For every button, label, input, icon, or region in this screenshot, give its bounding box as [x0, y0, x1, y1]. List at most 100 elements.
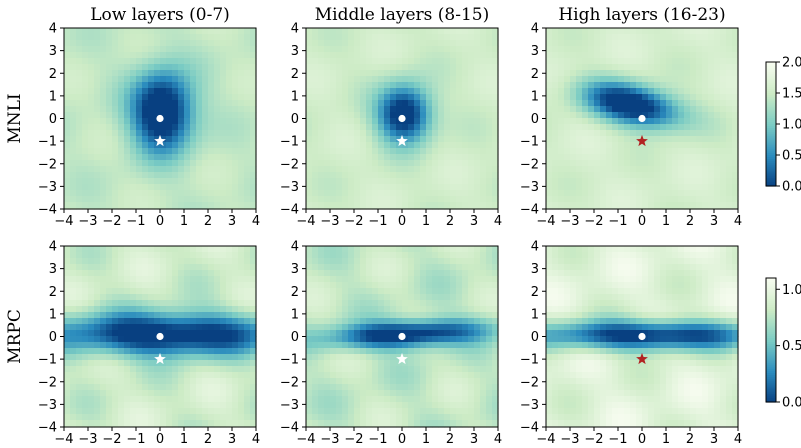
heatmap-cell [570, 202, 577, 209]
heatmap-cell [348, 70, 355, 77]
heatmap-cell [124, 124, 131, 131]
heatmap-cell [396, 282, 403, 289]
heatmap-cell [570, 196, 577, 203]
heatmap-cell [480, 360, 487, 367]
heatmap-cell [208, 34, 215, 41]
heatmap-cell [486, 82, 493, 89]
heatmap-cell [468, 276, 475, 283]
heatmap-cell [564, 148, 571, 155]
heatmap-cell [438, 342, 445, 349]
heatmap-cell [588, 124, 595, 131]
heatmap-cell [312, 366, 319, 373]
heatmap-cell [462, 76, 469, 83]
heatmap-cell [552, 70, 559, 77]
heatmap-cell [88, 258, 95, 265]
heatmap-cell [690, 100, 697, 107]
heatmap-cell [696, 112, 703, 119]
heatmap-cell [100, 124, 107, 131]
heatmap-cell [408, 246, 415, 253]
heatmap-cell [220, 178, 227, 185]
heatmap-cell [462, 34, 469, 41]
heatmap-cell [196, 246, 203, 253]
heatmap-cell [438, 124, 445, 131]
heatmap-cell [348, 288, 355, 295]
heatmap-cell [558, 154, 565, 161]
heatmap-cell [226, 88, 233, 95]
heatmap-cell [172, 82, 179, 89]
heatmap-cell [438, 264, 445, 271]
heatmap-cell [378, 58, 385, 65]
heatmap-cell [372, 148, 379, 155]
heatmap-cell [594, 100, 601, 107]
heatmap-cell [420, 46, 427, 53]
heatmap-cell [178, 52, 185, 59]
heatmap-cell [378, 166, 385, 173]
heatmap-cell [64, 420, 71, 427]
heatmap-cell [468, 28, 475, 35]
heatmap-cell [312, 202, 319, 209]
heatmap-cell [94, 330, 101, 337]
heatmap-cell [70, 312, 77, 319]
heatmap-cell [64, 294, 71, 301]
heatmap-cell [214, 390, 221, 397]
heatmap-cell [82, 148, 89, 155]
heatmap-cell [148, 112, 155, 119]
heatmap-cell [142, 366, 149, 373]
heatmap-cell [178, 390, 185, 397]
heatmap-cell [618, 112, 625, 119]
heatmap-cell [214, 160, 221, 167]
heatmap-cell [142, 336, 149, 343]
heatmap-cell [420, 282, 427, 289]
heatmap-cell [142, 40, 149, 47]
heatmap-cell [378, 300, 385, 307]
heatmap-cell [384, 148, 391, 155]
heatmap-cell [324, 118, 331, 125]
x-tick-label: 4 [734, 214, 742, 229]
heatmap-cell [118, 178, 125, 185]
heatmap-cell [588, 142, 595, 149]
heatmap-cell [360, 354, 367, 361]
heatmap-cell [480, 112, 487, 119]
heatmap-cell [306, 270, 313, 277]
heatmap-cell [456, 294, 463, 301]
heatmap-cell [726, 82, 733, 89]
heatmap-cell [106, 184, 113, 191]
heatmap-cell [360, 378, 367, 385]
heatmap-cell [630, 202, 637, 209]
heatmap-cell [480, 64, 487, 71]
heatmap-cell [82, 264, 89, 271]
heatmap-cell [312, 196, 319, 203]
heatmap-cell [312, 354, 319, 361]
heatmap-cell [444, 366, 451, 373]
heatmap-cell [244, 420, 251, 427]
heatmap-cell [184, 106, 191, 113]
heatmap-cell [208, 190, 215, 197]
heatmap-cell [142, 154, 149, 161]
heatmap-cell [154, 166, 161, 173]
heatmap-cell [124, 336, 131, 343]
heatmap-cell [166, 46, 173, 53]
heatmap-cell [190, 142, 197, 149]
heatmap-cell [196, 252, 203, 259]
heatmap-cell [208, 408, 215, 415]
heatmap-cell [408, 166, 415, 173]
heatmap-cell [220, 70, 227, 77]
heatmap-cell [64, 258, 71, 265]
heatmap-cell [414, 130, 421, 137]
heatmap-cell [136, 402, 143, 409]
heatmap-cell [360, 172, 367, 179]
heatmap-cell [94, 34, 101, 41]
heatmap-cell [606, 70, 613, 77]
heatmap-cell [360, 52, 367, 59]
heatmap-cell [124, 390, 131, 397]
heatmap-cell [618, 202, 625, 209]
heatmap-cell [366, 40, 373, 47]
heatmap-cell [142, 100, 149, 107]
heatmap-cell [624, 34, 631, 41]
heatmap-cell [202, 378, 209, 385]
heatmap-cell [450, 184, 457, 191]
heatmap-cell [130, 136, 137, 143]
heatmap-cell [112, 136, 119, 143]
heatmap-cell [702, 172, 709, 179]
heatmap-cell [232, 294, 239, 301]
